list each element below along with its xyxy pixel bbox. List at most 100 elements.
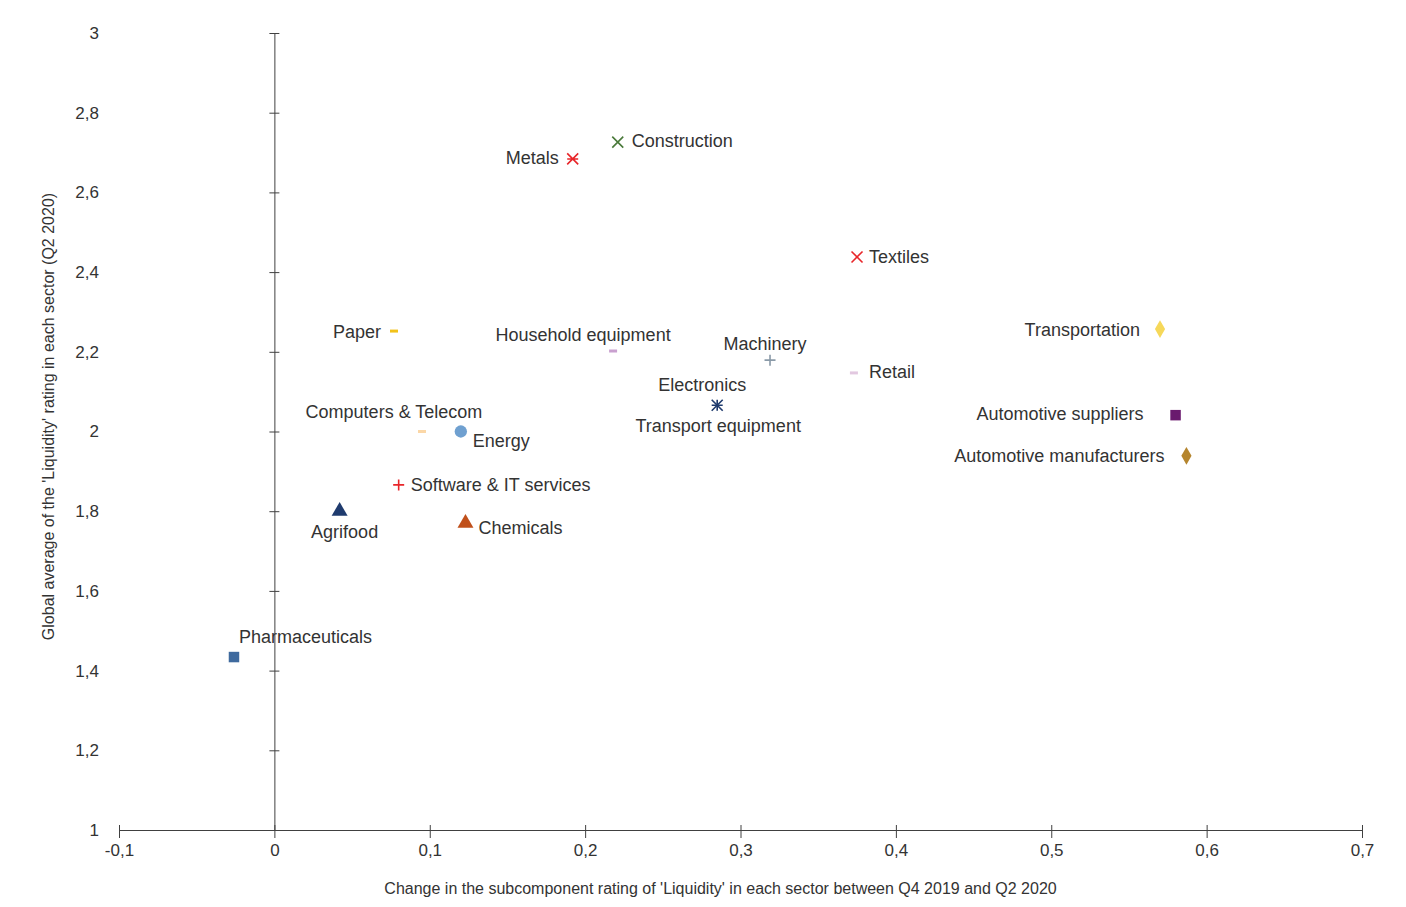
y-tick: 1,2	[75, 741, 279, 760]
y-tick-label: 1,6	[75, 582, 99, 601]
point-label: Paper	[333, 322, 381, 342]
y-tick-mark	[269, 113, 279, 114]
y-tick-mark	[269, 830, 279, 831]
point	[229, 652, 239, 662]
point	[612, 137, 623, 148]
point	[1170, 410, 1180, 420]
x-tick-mark	[585, 825, 586, 838]
x-tick-label: 0	[270, 841, 279, 860]
point-label: Household equipment	[496, 325, 671, 345]
y-tick-label: 1,8	[75, 502, 99, 521]
point	[765, 355, 776, 366]
y-tick-mark	[269, 511, 279, 512]
x-tick-mark	[741, 825, 742, 838]
y-tick-mark	[269, 750, 279, 751]
points	[229, 137, 1192, 663]
y-tick-mark	[269, 192, 279, 193]
x-tick: 0,4	[885, 825, 909, 860]
x-tick: 0,1	[418, 825, 442, 860]
x-tick: 0,3	[729, 825, 753, 860]
point-label: Textiles	[869, 247, 929, 267]
point-label: Automotive suppliers	[976, 404, 1143, 424]
y-tick: 2,8	[75, 104, 279, 123]
point-labels: Pharmaceuticals Agrifood Chemicals Software…	[239, 131, 1164, 647]
point	[712, 400, 723, 411]
y-tick-mark	[269, 591, 279, 592]
y-tick: 2,4	[75, 263, 279, 282]
point	[1155, 320, 1165, 338]
x-tick: 0,2	[574, 825, 598, 860]
point	[393, 479, 404, 490]
y-axis-title: Global average of the 'Liquidity' rating…	[40, 193, 57, 640]
y-tick-mark	[269, 432, 279, 433]
point	[712, 400, 723, 411]
x-axis: -0,1 0 0,1 0,2 0,3 0,4 0,5 0,6 0,7	[105, 825, 1374, 860]
y-tick-label: 2,8	[75, 104, 99, 123]
point-label: Computers & Telecom	[306, 402, 483, 422]
y-tick: 1,8	[75, 502, 279, 521]
x-tick-label: 0,6	[1195, 841, 1219, 860]
y-tick-label: 1,4	[75, 662, 99, 681]
x-tick-label: -0,1	[105, 841, 134, 860]
y-tick: 2,2	[75, 343, 279, 362]
y-tick: 1	[90, 821, 280, 840]
x-tick-mark	[896, 825, 897, 838]
point	[458, 514, 474, 528]
x-tick-label: 0,7	[1351, 841, 1375, 860]
x-tick-label: 0,3	[729, 841, 753, 860]
point-label: Agrifood	[311, 522, 378, 542]
y-tick-mark	[269, 671, 279, 672]
point-label: Construction	[632, 131, 733, 151]
y-tick: 3	[90, 24, 280, 43]
point-label: Electronics	[658, 375, 746, 395]
y-tick-mark	[269, 272, 279, 273]
point-label: Pharmaceuticals	[239, 627, 372, 647]
x-tick: 0,6	[1195, 825, 1219, 860]
point	[850, 371, 858, 374]
point-label: Energy	[473, 431, 530, 451]
point	[455, 425, 467, 437]
y-tick: 1,6	[75, 582, 279, 601]
x-tick: -0,1	[105, 825, 134, 860]
point-label: Software & IT services	[411, 475, 591, 495]
point-label: Metals	[506, 148, 559, 168]
y-tick-label: 2,4	[75, 263, 99, 282]
y-tick-mark	[269, 33, 279, 34]
x-tick-label: 0,5	[1040, 841, 1064, 860]
y-tick-label: 2,2	[75, 343, 99, 362]
point	[332, 502, 348, 516]
point-label: Transport equipment	[635, 416, 800, 436]
x-tick-label: 0,1	[418, 841, 442, 860]
x-tick: 0,7	[1351, 825, 1375, 860]
y-tick: 2,6	[75, 183, 279, 202]
point-label: Machinery	[724, 334, 807, 354]
chart: -0,1 0 0,1 0,2 0,3 0,4 0,5 0,6 0,7 1 1,2 1,4 1,6 1,8 2…	[0, 0, 1406, 907]
x-tick-mark	[1362, 825, 1363, 838]
point-label: Transportation	[1025, 320, 1140, 340]
y-tick-mark	[269, 352, 279, 353]
point	[1181, 447, 1191, 465]
point	[567, 153, 578, 164]
y-tick-label: 1	[90, 821, 99, 840]
y-tick-label: 3	[90, 24, 99, 43]
x-tick-label: 0,2	[574, 841, 598, 860]
point	[609, 350, 617, 353]
x-tick: 0	[270, 825, 279, 860]
y-tick: 1,4	[75, 662, 279, 681]
y-tick: 2	[90, 422, 280, 441]
point	[852, 251, 863, 262]
point-label: Retail	[869, 362, 915, 382]
point	[390, 330, 398, 333]
x-tick: 0,5	[1040, 825, 1064, 860]
x-tick-mark	[1051, 825, 1052, 838]
point-label: Chemicals	[478, 518, 562, 538]
point	[418, 430, 426, 433]
point-label: Automotive manufacturers	[954, 446, 1164, 466]
y-axis: 1 1,2 1,4 1,6 1,8 2 2,2 2,4 2,6 2,8 3	[75, 24, 279, 840]
x-tick-mark	[430, 825, 431, 838]
x-tick-mark	[119, 825, 120, 838]
y-tick-label: 1,2	[75, 741, 99, 760]
x-tick-label: 0,4	[885, 841, 909, 860]
y-tick-label: 2,6	[75, 183, 99, 202]
x-axis-title: Change in the subcomponent rating of 'Li…	[384, 880, 1056, 897]
